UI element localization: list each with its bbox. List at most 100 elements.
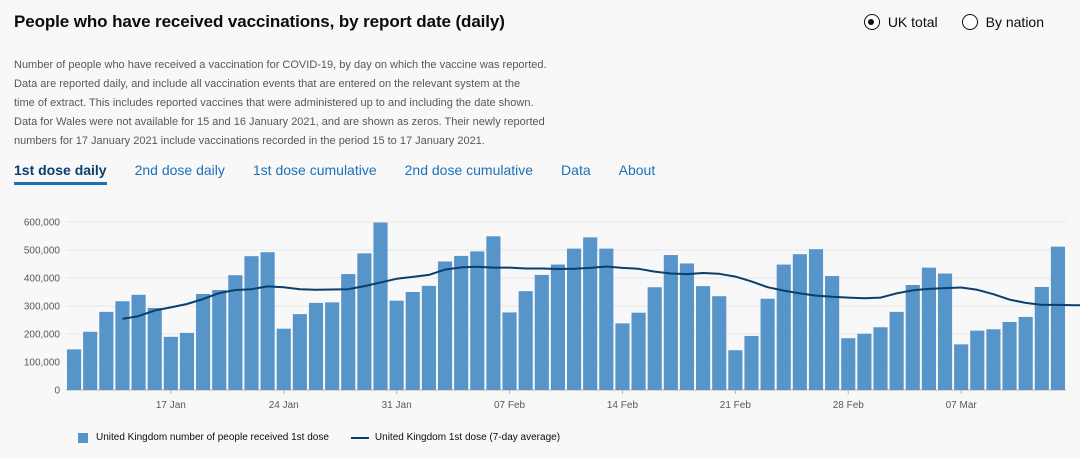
bar: [631, 312, 646, 390]
bar: [260, 252, 275, 390]
x-tick-label: 14 Feb: [607, 400, 639, 411]
seven-day-average-line: [122, 265, 1080, 320]
y-tick-label: 500,000: [24, 246, 61, 257]
bar: [583, 237, 598, 390]
bar: [292, 314, 307, 390]
description-line: Data for Wales were not available for 15…: [14, 116, 545, 128]
x-tick-label: 07 Feb: [494, 400, 526, 411]
legend-line-label: United Kingdom 1st dose (7-day average): [374, 432, 561, 443]
x-tick-label: 17 Jan: [156, 400, 186, 411]
bar: [196, 293, 211, 390]
bar: [147, 307, 162, 390]
bar: [550, 264, 565, 390]
y-tick-label: 200,000: [24, 330, 61, 341]
bar: [841, 338, 856, 390]
x-tick-label: 21 Feb: [720, 400, 752, 411]
bar: [873, 327, 888, 390]
x-tick-label: 24 Jan: [269, 400, 299, 411]
bar: [825, 276, 840, 390]
chart-legend: United Kingdom number of people received…: [78, 432, 560, 443]
bar: [921, 267, 936, 390]
bar: [421, 285, 436, 390]
legend-bar-swatch: [78, 432, 88, 443]
bar: [83, 331, 98, 390]
page-title: People who have received vaccinations, b…: [14, 12, 505, 31]
bar: [163, 336, 178, 390]
description-line: Data are reported daily, and include all…: [14, 78, 521, 90]
bar: [1034, 286, 1049, 390]
tab-2nd-dose-cumulative[interactable]: 2nd dose cumulative: [404, 162, 534, 178]
bar: [518, 291, 533, 390]
bar: [647, 287, 662, 390]
y-tick-label: 0: [54, 386, 60, 397]
chart-description: Number of people who have received a vac…: [14, 56, 554, 151]
bar: [179, 332, 195, 390]
bar: [341, 274, 356, 390]
bar: [728, 350, 743, 390]
description-line: Number of people who have received a vac…: [14, 59, 547, 71]
tab-2nd-dose-daily[interactable]: 2nd dose daily: [134, 162, 225, 178]
bar: [776, 264, 791, 390]
bar: [437, 261, 453, 390]
x-tick-label: 07 Mar: [946, 400, 978, 411]
bar: [486, 236, 501, 390]
bar: [131, 294, 146, 390]
bar: [244, 256, 259, 390]
radio-by-nation[interactable]: By nation: [961, 14, 1044, 30]
bar: [325, 302, 340, 390]
bar: [889, 311, 904, 390]
y-tick-label: 100,000: [24, 358, 61, 369]
description-line: time of extract. This includes reported …: [14, 97, 534, 109]
bar: [1018, 316, 1033, 390]
bar: [389, 300, 404, 390]
tab-1st-dose-daily[interactable]: 1st dose daily: [14, 162, 107, 185]
x-tick-label: 31 Jan: [382, 400, 412, 411]
description-line: numbers for 17 January 2021 include vacc…: [14, 135, 485, 147]
tab-data[interactable]: Data: [561, 162, 591, 178]
bar: [67, 349, 82, 390]
bar: [986, 329, 1001, 390]
bar: [696, 286, 711, 390]
bar: [712, 296, 727, 390]
y-tick-label: 600,000: [24, 218, 61, 229]
bar: [954, 344, 969, 390]
bar: [357, 253, 372, 390]
bar: [99, 311, 114, 390]
bar: [228, 275, 243, 390]
bar: [599, 248, 614, 390]
y-tick-label: 400,000: [24, 274, 61, 285]
chart-tabs: 1st dose daily 2nd dose daily 1st dose c…: [14, 162, 683, 185]
bar: [905, 285, 920, 390]
bar: [454, 255, 469, 390]
bar: [534, 274, 549, 390]
bar: [937, 273, 953, 390]
bar: [502, 312, 517, 390]
vaccination-chart: 0 100,000 200,000 300,000 400,000 500,000 600,…: [24, 218, 1080, 411]
bar: [615, 323, 630, 390]
radio-uk-total[interactable]: UK total: [863, 14, 938, 30]
bar: [760, 298, 775, 390]
bar: [212, 290, 227, 390]
bar: [373, 222, 388, 390]
bar: [276, 328, 291, 390]
bar: [115, 301, 130, 390]
bar: [308, 302, 324, 390]
tab-1st-dose-cumulative[interactable]: 1st dose cumulative: [252, 162, 377, 178]
radio-by-nation-label: By nation: [985, 14, 1044, 30]
bar: [808, 249, 824, 390]
y-tick-label: 300,000: [24, 302, 61, 313]
tab-about[interactable]: About: [618, 162, 656, 178]
bar: [470, 251, 485, 390]
bar: [567, 248, 582, 390]
bar: [744, 335, 759, 390]
bar: [1002, 321, 1017, 390]
bar: [857, 333, 872, 390]
bar: [1050, 246, 1065, 390]
legend-line-swatch: [350, 436, 369, 439]
bar: [792, 254, 807, 390]
radio-button-checked[interactable]: [863, 14, 880, 30]
bar: [663, 255, 678, 390]
radio-button-unchecked[interactable]: [961, 14, 978, 30]
bar: [405, 292, 420, 390]
radio-uk-total-label: UK total: [887, 14, 938, 30]
